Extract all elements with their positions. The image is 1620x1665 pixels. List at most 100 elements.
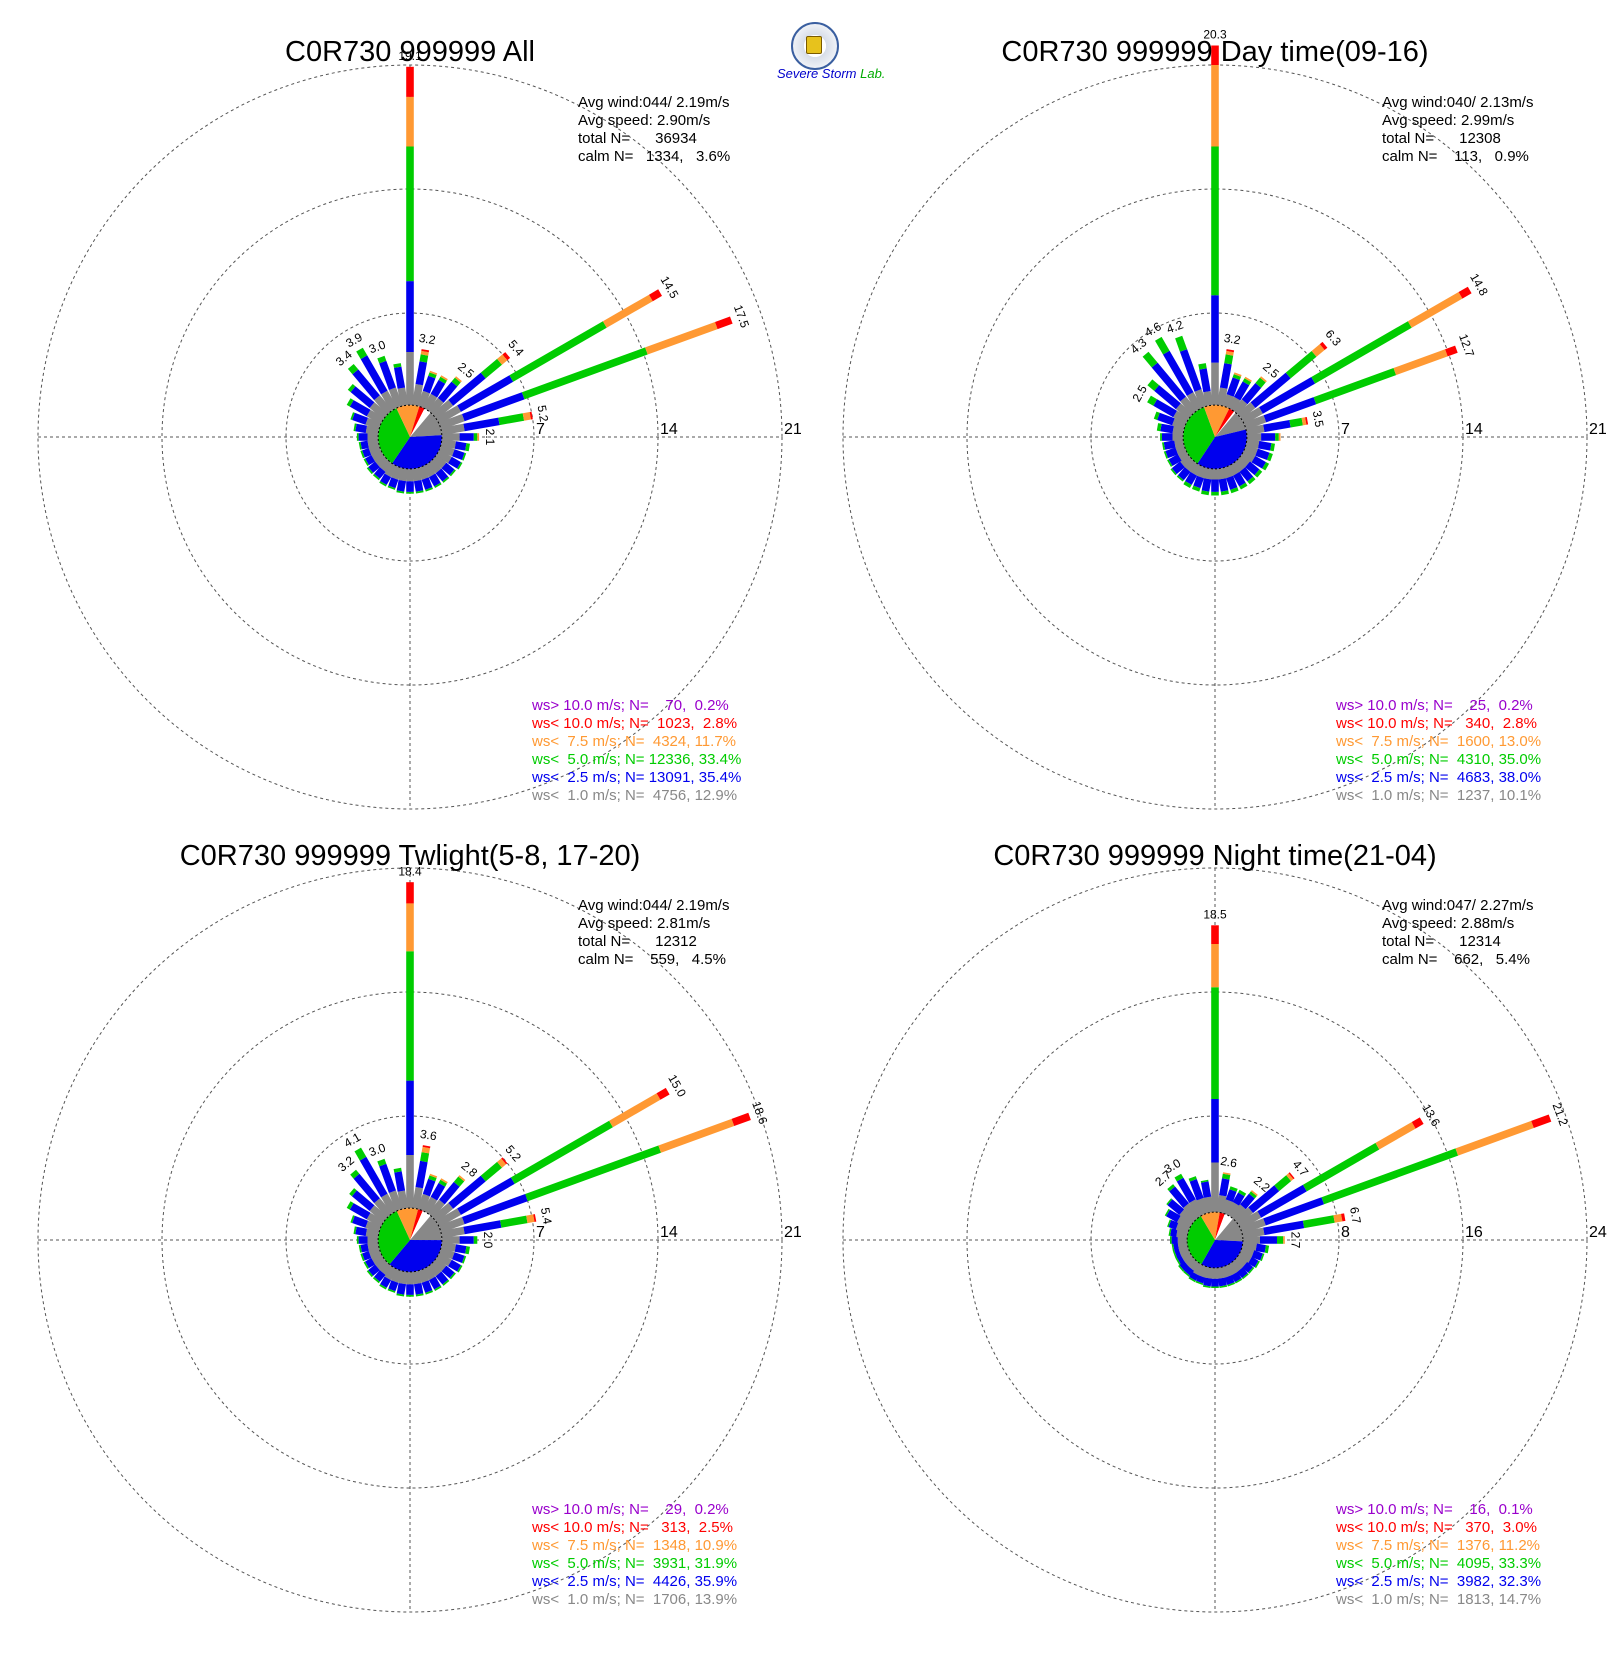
petal-segment <box>1274 1175 1292 1192</box>
petal-segment <box>501 1157 508 1165</box>
petal-segment <box>429 370 438 375</box>
petal-segment <box>1169 1186 1189 1208</box>
petal-segment <box>1164 1208 1170 1217</box>
legend-entry: ws< 5.0 m/s; N= 3931, 31.9% <box>532 1555 738 1572</box>
petal-segment <box>1531 1114 1552 1128</box>
petal-segment <box>1233 1255 1248 1268</box>
petal-segment <box>435 449 452 464</box>
petal-label: 3.0 <box>367 1140 388 1159</box>
petal-segment <box>1165 447 1178 459</box>
petal-label: 2.7 <box>1289 1232 1303 1249</box>
petal-segment <box>365 1258 376 1269</box>
petal-segment <box>1189 1271 1199 1281</box>
petal-segment <box>1168 454 1182 466</box>
petal-segment <box>1171 1236 1178 1244</box>
petal-segment <box>406 1294 414 1297</box>
petal-segment <box>1262 462 1270 471</box>
petal-segment <box>1242 1262 1254 1273</box>
petal-label: 2.6 <box>1219 1154 1238 1171</box>
petal-segment <box>1270 443 1275 452</box>
petal-segment <box>1196 1197 1209 1216</box>
stat-avg-wind: Avg wind:040/ 2.13m/s <box>1382 94 1534 111</box>
petal-label: 6.3 <box>1323 327 1345 349</box>
petal-segment <box>649 289 662 302</box>
petal-segment <box>1153 411 1160 420</box>
petal-segment <box>406 491 414 494</box>
petal-segment <box>1195 1280 1204 1285</box>
petal-segment <box>715 316 733 330</box>
petal-segment <box>1151 362 1186 402</box>
petal-segment <box>1162 442 1166 450</box>
petal-segment <box>353 1173 380 1204</box>
petal-segment <box>1175 1257 1181 1265</box>
petal-segment <box>1333 1213 1343 1223</box>
petal-label: 4.6 <box>1142 319 1164 340</box>
petal-segment <box>397 1190 409 1210</box>
petal-segment <box>1219 1285 1228 1288</box>
petal-label: 4.3 <box>1128 335 1150 357</box>
petal-segment <box>1311 344 1325 357</box>
logo-text: Severe Storm Lab. <box>777 66 885 81</box>
petal-segment <box>1211 987 1219 1099</box>
petal-segment <box>454 441 467 451</box>
petal-segment <box>362 448 372 458</box>
petal-segment <box>371 1252 385 1265</box>
petal-segment <box>1211 65 1219 147</box>
petal-segment <box>1226 475 1238 490</box>
petal-segment <box>463 1220 502 1235</box>
petal-segment <box>371 449 385 462</box>
petal-segment <box>454 376 462 383</box>
petal-segment <box>1242 1273 1249 1280</box>
petal-segment <box>658 1118 735 1153</box>
petal-segment <box>1172 1250 1177 1259</box>
petal-label: 5.2 <box>503 1142 525 1164</box>
petal-segment <box>1222 1172 1231 1175</box>
petal-segment <box>462 1255 467 1264</box>
petal-segment <box>1227 1282 1235 1287</box>
petal-segment <box>379 481 387 487</box>
petal-segment <box>360 1243 369 1253</box>
petal-segment <box>1183 1270 1190 1277</box>
petal-segment <box>347 384 356 393</box>
petal-segment <box>427 459 442 474</box>
petal-segment <box>435 405 461 425</box>
petal-segment <box>1278 433 1281 441</box>
petal-segment <box>1445 345 1458 357</box>
petal-segment <box>473 433 478 441</box>
petal-segment <box>1168 1220 1179 1230</box>
stats-block: Avg wind:040/ 2.13m/s Avg speed: 2.99m/s t… <box>1382 94 1533 166</box>
legend-entry: ws> 10.0 m/s; N= 25, 0.2% <box>1336 697 1533 714</box>
petal-segment <box>1319 341 1328 350</box>
petal-segment <box>1175 403 1193 420</box>
petal-segment <box>1174 1249 1182 1258</box>
petal-segment <box>448 456 461 469</box>
petal-segment <box>368 461 380 473</box>
petal-segment <box>415 490 424 494</box>
petal-segment <box>1255 1243 1266 1253</box>
ring-label: 7 <box>1341 421 1350 438</box>
petal-segment <box>374 395 393 415</box>
petal-segment <box>406 903 414 952</box>
pie-slice <box>1215 411 1236 437</box>
ring-label: 7 <box>536 421 545 438</box>
petal-segment <box>1211 1162 1219 1213</box>
petal-segment <box>406 1284 414 1295</box>
petal-segment <box>438 1217 465 1233</box>
petal-segment <box>1302 1215 1335 1229</box>
petal-segment <box>359 1156 388 1198</box>
petal-segment <box>355 1226 367 1237</box>
petal-segment <box>522 412 531 421</box>
petal-label: 18.4 <box>398 864 422 878</box>
petal-segment <box>459 1236 474 1244</box>
petal-segment <box>1211 468 1219 480</box>
petal-segment <box>1175 335 1188 352</box>
petal-segment <box>432 1257 447 1272</box>
petal-segment <box>1233 1207 1254 1225</box>
ring-label: 7 <box>536 1224 545 1241</box>
stats-block: Avg wind:044/ 2.19m/s Avg speed: 2.81m/s t… <box>578 897 729 969</box>
petal-segment <box>525 1145 661 1202</box>
pie-slice <box>1200 1212 1220 1240</box>
legend-entry: ws< 2.5 m/s; N= 4426, 35.9% <box>532 1573 738 1590</box>
petal-segment <box>362 1251 372 1261</box>
petal-segment <box>421 1146 430 1154</box>
